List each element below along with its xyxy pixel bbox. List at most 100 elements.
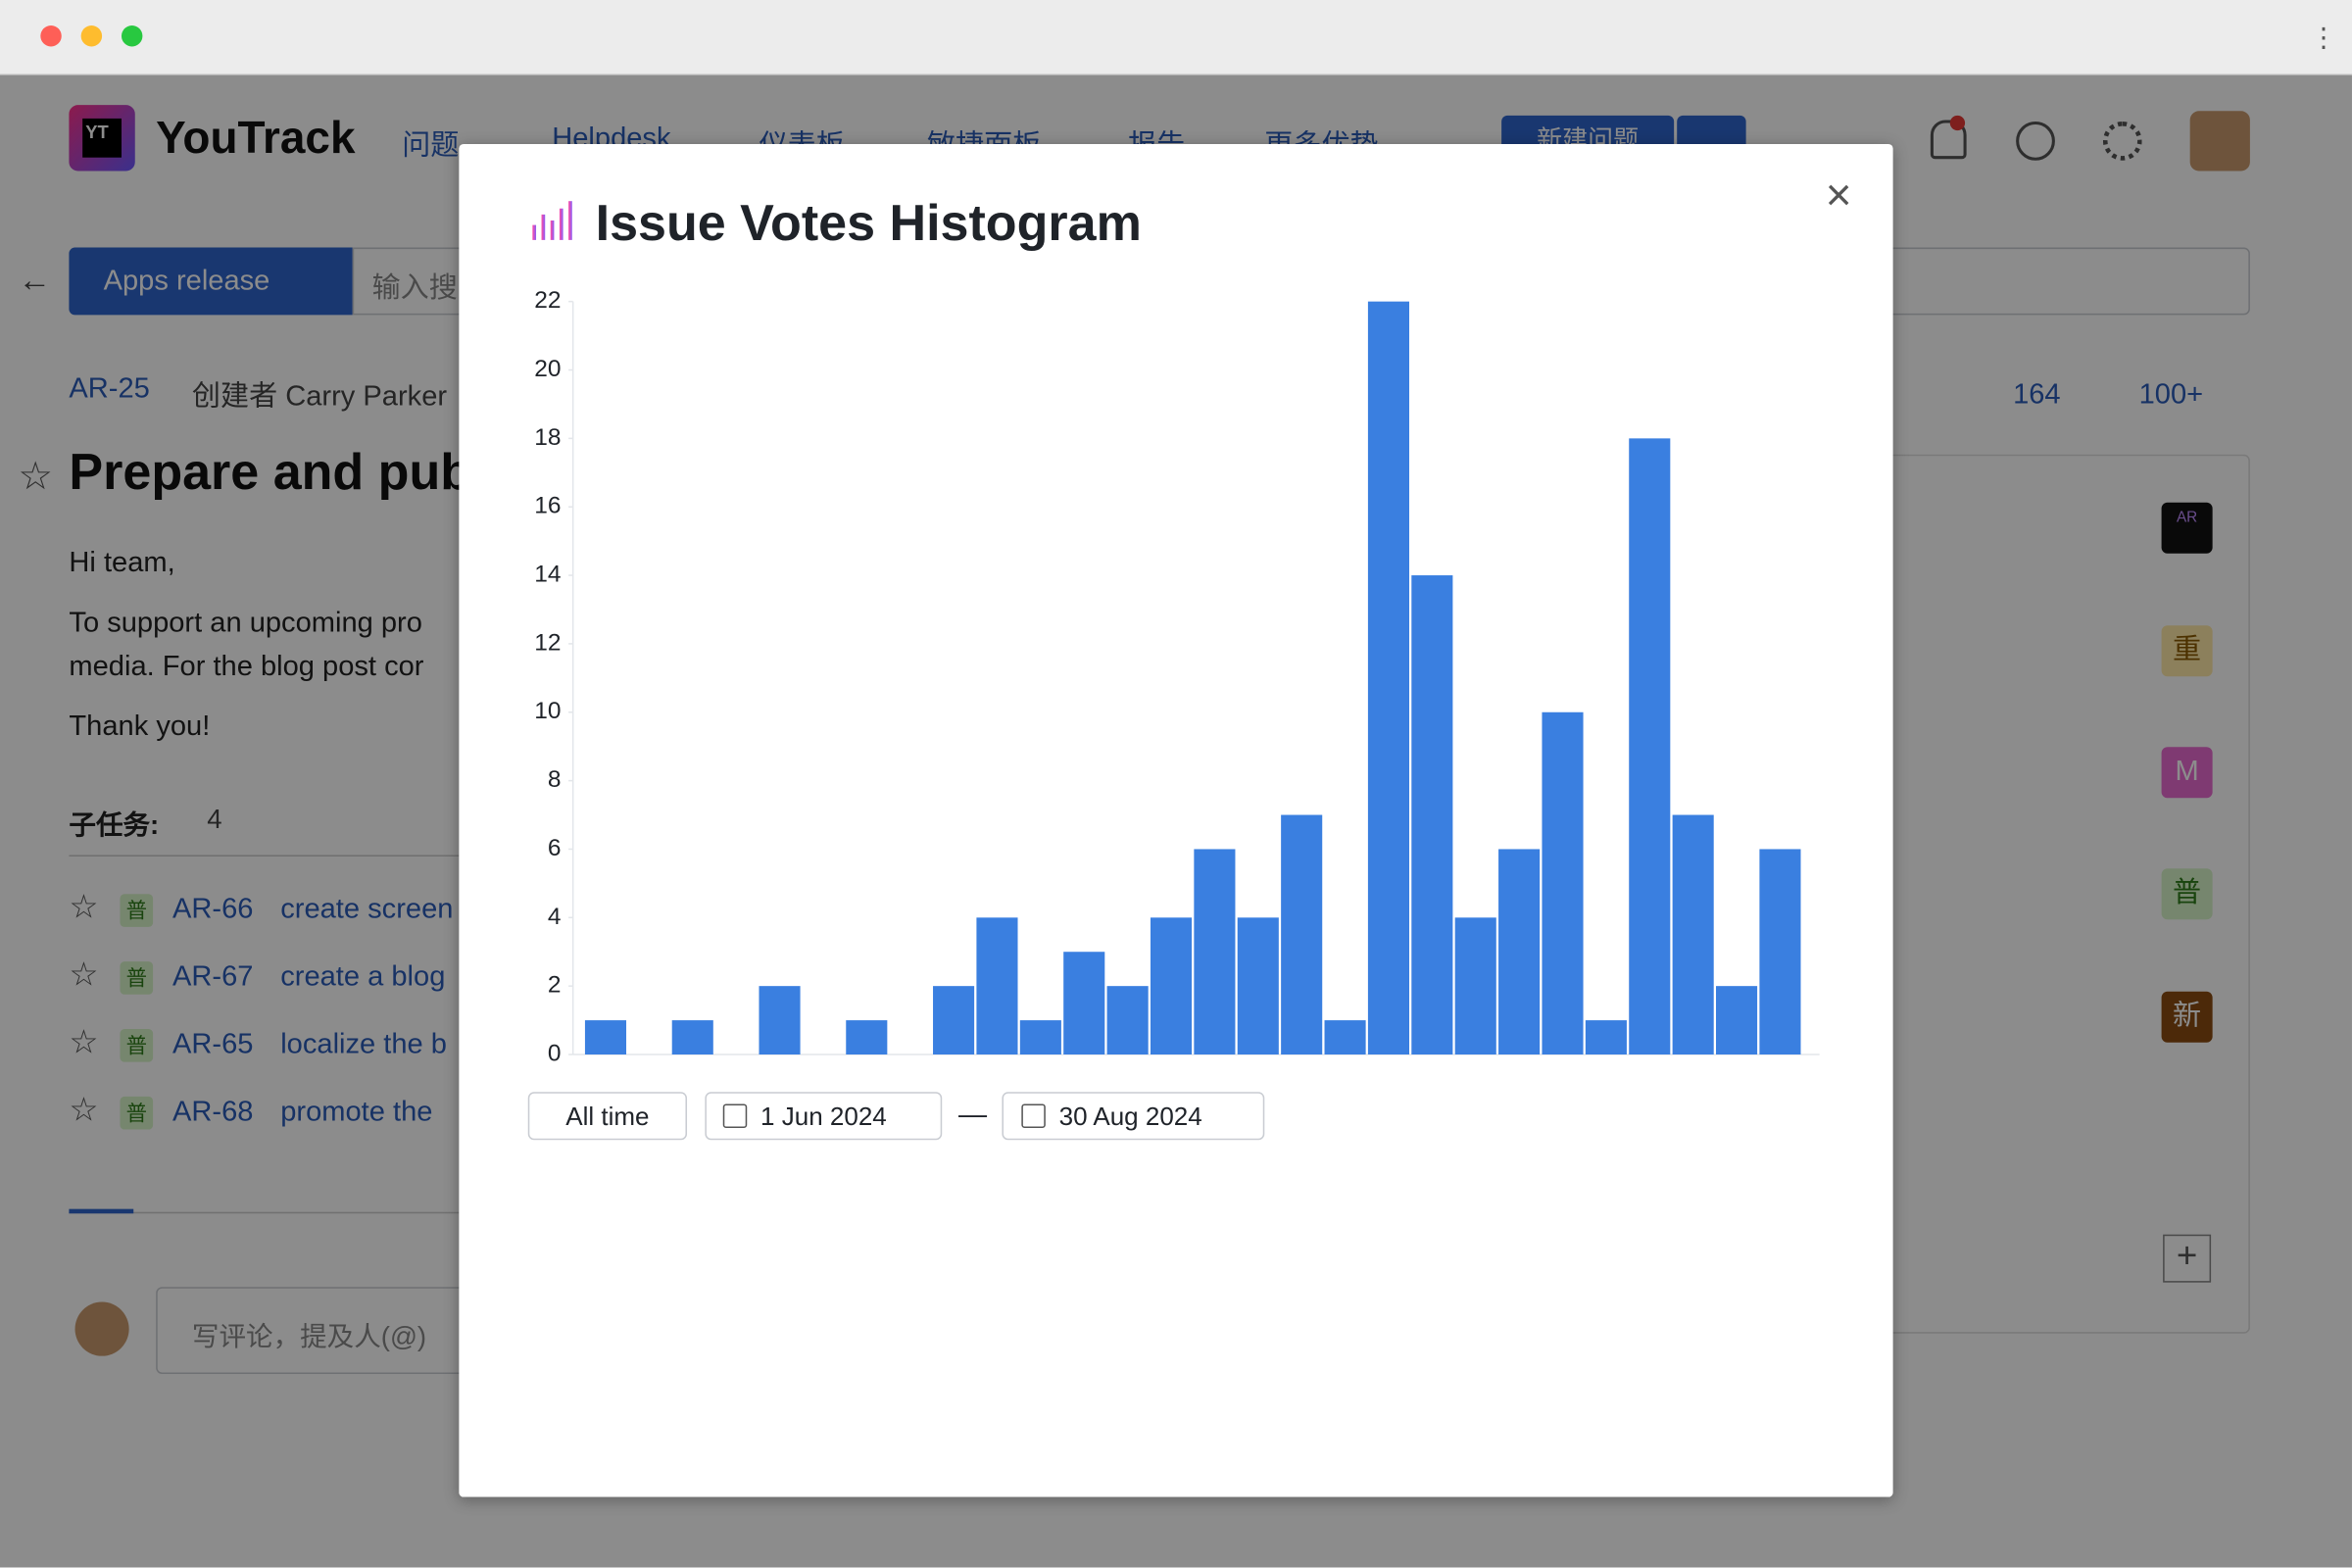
star-count[interactable]: 100+: [2138, 379, 2204, 412]
histogram-icon: [532, 201, 572, 240]
from-date[interactable]: 1 Jun 2024: [705, 1092, 943, 1141]
star-icon[interactable]: ☆: [69, 955, 99, 994]
y-tick-label: 6: [548, 835, 562, 861]
subtask-summary[interactable]: localize the b: [280, 1028, 447, 1061]
bar: [1585, 1020, 1627, 1055]
bar: [1194, 849, 1236, 1055]
subtask-summary[interactable]: promote the: [280, 1096, 433, 1129]
to-date[interactable]: 30 Aug 2024: [1002, 1092, 1265, 1141]
bar: [1672, 814, 1714, 1055]
bar: [1063, 952, 1105, 1055]
y-tick-label: 0: [548, 1040, 562, 1066]
sidebar-badge[interactable]: M: [2161, 747, 2213, 799]
bar: [1019, 1020, 1061, 1055]
subtask-id[interactable]: AR-65: [172, 1028, 254, 1061]
search-placeholder: 输入搜: [371, 272, 458, 305]
close-modal[interactable]: ×: [1825, 171, 1852, 220]
y-tick-label: 20: [534, 356, 561, 382]
maximize-window[interactable]: [121, 25, 143, 47]
subtask-summary[interactable]: create a blog: [280, 961, 446, 994]
bar: [1150, 917, 1193, 1055]
subtask-id[interactable]: AR-67: [172, 961, 254, 994]
bar: [1237, 917, 1279, 1055]
y-tick-label: 14: [534, 562, 561, 588]
bar: [759, 986, 801, 1055]
logo[interactable]: YouTrack: [156, 114, 356, 164]
tab-indicator: [69, 1208, 134, 1214]
bar: [584, 1020, 627, 1055]
menu-dots[interactable]: ⋮: [2310, 22, 2337, 53]
priority-badge: 普: [120, 1028, 154, 1062]
bar: [1716, 986, 1758, 1055]
nav-item[interactable]: 问题: [402, 130, 460, 163]
y-tick-label: 10: [534, 698, 561, 724]
star-icon[interactable]: ☆: [18, 453, 54, 499]
settings[interactable]: [2102, 121, 2142, 161]
priority-badge: 普: [120, 1096, 154, 1130]
sidebar-badge[interactable]: 普: [2161, 868, 2213, 920]
subtasks-label[interactable]: 子任务:: [69, 809, 160, 841]
vote-count[interactable]: 164: [2013, 379, 2061, 412]
y-tick-label: 16: [534, 493, 561, 519]
subtasks-count: 4: [207, 804, 222, 835]
comment-placeholder: 写评论，提及人(@): [191, 1321, 427, 1352]
sidebar-badge[interactable]: AR: [2161, 502, 2213, 554]
modal-title: Issue Votes Histogram: [595, 194, 1142, 253]
bar: [1411, 575, 1453, 1055]
sidebar-badge[interactable]: 新: [2161, 991, 2213, 1043]
avatar[interactable]: [2189, 111, 2250, 172]
bar: [1281, 814, 1323, 1055]
issue-body: To support an upcoming pro: [69, 607, 422, 640]
logo-icon[interactable]: YT: [69, 105, 135, 172]
y-tick-label: 18: [534, 424, 561, 451]
calendar-icon: [1021, 1103, 1046, 1129]
subtask-id[interactable]: AR-68: [172, 1096, 254, 1129]
bar: [1498, 849, 1541, 1055]
subtask-summary[interactable]: create screen: [280, 894, 454, 926]
issue-author: 创建者 Carry Parker: [191, 380, 448, 413]
priority-badge: 普: [120, 961, 154, 995]
bar: [1629, 438, 1671, 1055]
issue-body: Hi team,: [69, 547, 175, 579]
divider: [69, 855, 460, 857]
divider: [69, 1211, 460, 1214]
bar: [1367, 301, 1409, 1055]
star-icon[interactable]: ☆: [69, 1022, 99, 1061]
y-tick-label: 12: [534, 629, 561, 656]
issue-id[interactable]: AR-25: [69, 373, 150, 406]
bar: [671, 1020, 713, 1055]
bar: [1106, 986, 1149, 1055]
help[interactable]: [2016, 121, 2055, 161]
bar: [976, 917, 1018, 1055]
issue-body: media. For the blog post cor: [69, 651, 424, 683]
notifications[interactable]: [1930, 120, 1967, 160]
y-tick-label: 8: [548, 766, 562, 793]
bar: [1759, 849, 1801, 1055]
subtask-id[interactable]: AR-66: [172, 894, 254, 926]
project-selector[interactable]: Apps release: [69, 247, 353, 316]
issue-body: Thank you!: [69, 710, 211, 743]
all-time-button[interactable]: All time: [527, 1092, 688, 1141]
date-separator: —: [958, 1099, 988, 1132]
y-tick-label: 4: [548, 904, 562, 930]
bar: [933, 986, 975, 1055]
bar: [1454, 917, 1496, 1055]
sidebar-badge[interactable]: 重: [2161, 625, 2213, 677]
back[interactable]: ←: [18, 261, 52, 299]
bar: [1542, 711, 1584, 1055]
browser-bar: ⋮: [0, 0, 2352, 75]
bar: [846, 1020, 888, 1055]
add-field[interactable]: +: [2163, 1234, 2212, 1283]
issue-title: Prepare and publ: [69, 444, 486, 502]
chart: 0 2 4 6 8 10 12 14 16 18 20 22: [534, 287, 1820, 1066]
bar: [1324, 1020, 1366, 1055]
minimize-window[interactable]: [80, 25, 103, 47]
notification-dot: [1949, 115, 1966, 131]
close-window[interactable]: [40, 25, 62, 47]
calendar-icon: [722, 1103, 748, 1129]
star-icon[interactable]: ☆: [69, 888, 99, 926]
y-tick-label: 2: [548, 972, 562, 999]
star-icon[interactable]: ☆: [69, 1090, 99, 1129]
